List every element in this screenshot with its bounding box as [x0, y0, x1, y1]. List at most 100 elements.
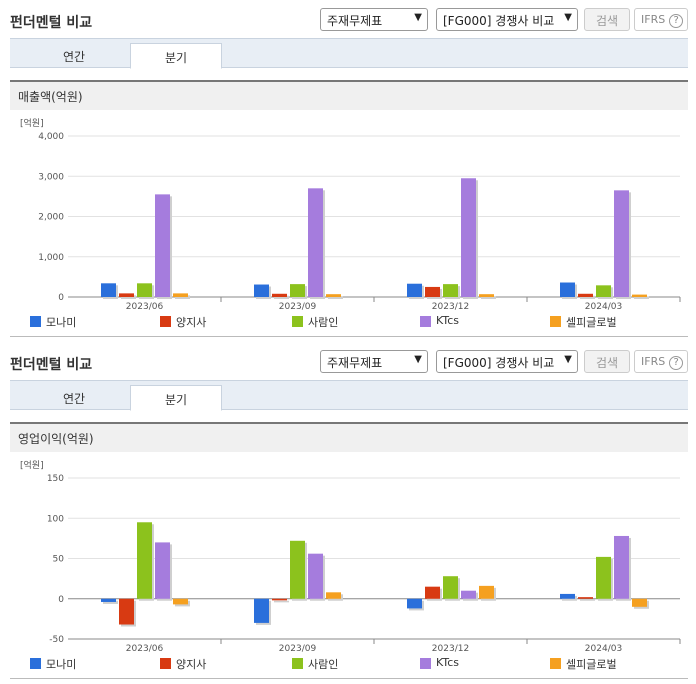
bar-2024-03-s3	[614, 535, 629, 599]
legend-label: 모나미	[46, 658, 77, 671]
legend-label: 모나미	[46, 316, 77, 329]
period-tabs: 연간 분기	[10, 380, 688, 411]
y-tick-label: 100	[47, 514, 64, 524]
bar-2023-12-s3	[461, 178, 476, 297]
bar-shadow	[274, 600, 289, 603]
bar-shadow	[481, 296, 496, 299]
bar-2023-12-s1	[425, 586, 440, 599]
bar-2024-03-s2	[596, 556, 611, 599]
chart-legend: 모나미 양지사 사람인 KTcs 셀피글로벌	[30, 313, 670, 331]
bar-shadow	[175, 295, 190, 299]
tab-quarterly[interactable]: 분기	[130, 43, 222, 69]
chevron-down-icon: ▼	[564, 12, 572, 23]
metric-title: 영업이익(억원)	[18, 432, 94, 446]
legend-label: KTcs	[436, 314, 459, 327]
bar-2024-03-s1	[578, 597, 593, 599]
section-title: 펀더멘털 비교	[10, 357, 93, 373]
x-tick-label: 2023/12	[432, 302, 469, 312]
sales-bar-chart: [억원] 0 1,000 2,000 3,000 4,000 2023/06 2023/09 2…	[20, 117, 681, 312]
legend-label: 셀피글로벌	[566, 316, 617, 329]
bar-2023-09-s2	[290, 284, 305, 297]
bar-2023-09-s3	[308, 553, 323, 599]
peer-group-value: [FG000] 경쟁사 비교	[443, 356, 555, 370]
bar-shadow	[103, 600, 118, 604]
bar-2023-12-s0	[407, 283, 422, 297]
legend-swatch	[30, 658, 41, 669]
section-header: 펀더멘털 비교 주재무제표 ▼ [FG000] 경쟁사 비교 ▼ 검색 IFRS…	[0, 0, 696, 36]
legend-swatch	[292, 658, 303, 669]
legend-label: 셀피글로벌	[566, 658, 617, 671]
bar-2023-09-s4	[326, 592, 341, 599]
question-circle-icon: ?	[669, 356, 684, 370]
divider	[10, 336, 688, 337]
statement-type-select[interactable]: 주재무제표 ▼	[320, 350, 428, 373]
x-tick-label: 2023/06	[126, 302, 164, 312]
bar-2023-09-s1	[272, 293, 287, 297]
chevron-down-icon: ▼	[414, 354, 422, 365]
legend-swatch	[30, 316, 41, 327]
bar-2023-06-s2	[137, 522, 152, 599]
chevron-down-icon: ▼	[414, 12, 422, 23]
statement-type-value: 주재무제표	[327, 14, 383, 28]
bar-2023-06-s4	[173, 293, 188, 297]
bar-2023-06-s1	[119, 598, 134, 625]
fundamental-comparison-section-operating-profit: 펀더멘털 비교 주재무제표 ▼ [FG000] 경쟁사 비교 ▼ 검색 IFRS…	[0, 342, 696, 684]
legend-swatch	[160, 316, 171, 327]
divider	[10, 678, 688, 679]
bar-2023-06-s3	[155, 542, 170, 599]
ifrs-help-button[interactable]: IFRS?	[634, 350, 688, 373]
y-tick-label: 4,000	[38, 132, 64, 142]
ifrs-help-button[interactable]: IFRS?	[634, 8, 688, 31]
ifrs-label: IFRS	[641, 13, 666, 26]
legend-swatch	[550, 658, 561, 669]
y-unit-label: [억원]	[20, 117, 44, 129]
bar-2023-06-s0	[101, 598, 116, 602]
bar-shadow	[580, 599, 595, 601]
legend-label: 사람인	[308, 316, 339, 329]
bar-2024-03-s4	[632, 598, 647, 607]
bar-2023-09-s0	[254, 598, 269, 623]
bar-2024-03-s0	[560, 593, 575, 599]
search-button[interactable]: 검색	[584, 8, 630, 31]
tab-quarterly[interactable]: 분기	[130, 385, 222, 411]
y-tick-label: 150	[47, 474, 64, 484]
bar-2023-12-s1	[425, 286, 440, 297]
bar-2023-12-s2	[443, 576, 458, 599]
bar-2023-09-s4	[326, 294, 341, 297]
y-tick-label: 0	[58, 293, 64, 303]
statement-type-value: 주재무제표	[327, 356, 383, 370]
search-button[interactable]: 검색	[584, 350, 630, 373]
y-tick-label: -50	[49, 635, 64, 645]
bar-shadow	[121, 295, 136, 299]
statement-type-select[interactable]: 주재무제표 ▼	[320, 8, 428, 31]
bar-2023-12-s0	[407, 598, 422, 609]
legend-swatch	[550, 316, 561, 327]
bar-2024-03-s3	[614, 190, 629, 297]
ifrs-label: IFRS	[641, 355, 666, 368]
fundamental-comparison-section-sales: 펀더멘털 비교 주재무제표 ▼ [FG000] 경쟁사 비교 ▼ 검색 IFRS…	[0, 0, 696, 337]
bar-shadow	[580, 295, 595, 299]
x-tick-label: 2023/06	[126, 644, 164, 654]
tab-annual[interactable]: 연간	[62, 392, 86, 406]
y-tick-label: 3,000	[38, 172, 64, 182]
x-tick-label: 2024/03	[585, 302, 622, 312]
operating-profit-bar-chart: [억원] -50 0 50 100 150 2023/06 2023/09 2023/12 202…	[20, 459, 681, 654]
y-tick-label: 2,000	[38, 213, 64, 223]
bar-2023-06-s4	[173, 598, 188, 605]
legend-label: 양지사	[176, 316, 207, 329]
chart-legend: 모나미 양지사 사람인 KTcs 셀피글로벌	[30, 655, 670, 673]
metric-title: 매출액(억원)	[18, 90, 83, 104]
legend-label: KTcs	[436, 656, 459, 669]
tab-annual[interactable]: 연간	[62, 50, 86, 64]
bar-2023-06-s2	[137, 283, 152, 297]
bar-2023-09-s0	[254, 284, 269, 297]
bar-2024-03-s1	[578, 293, 593, 297]
legend-label: 사람인	[308, 658, 339, 671]
section-title: 펀더멘털 비교	[10, 15, 93, 31]
peer-group-value: [FG000] 경쟁사 비교	[443, 14, 555, 28]
peer-group-select[interactable]: [FG000] 경쟁사 비교 ▼	[436, 350, 578, 373]
bar-2023-06-s1	[119, 293, 134, 297]
bar-2023-12-s3	[461, 590, 476, 599]
bar-2024-03-s4	[632, 294, 647, 297]
peer-group-select[interactable]: [FG000] 경쟁사 비교 ▼	[436, 8, 578, 31]
